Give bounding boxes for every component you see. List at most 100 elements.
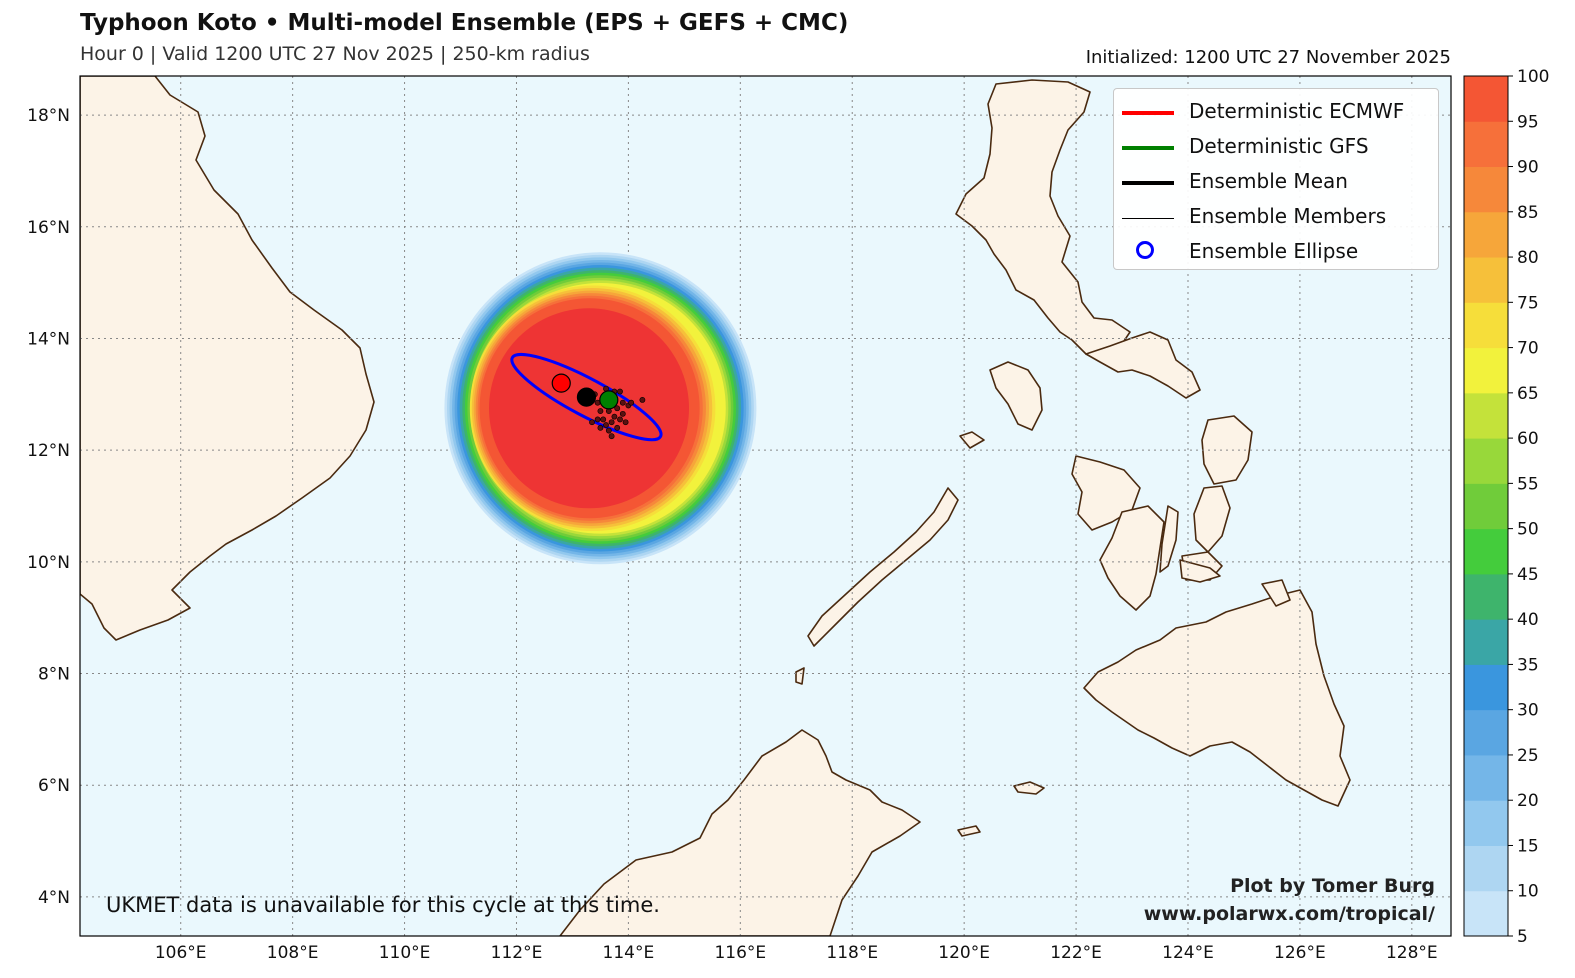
plot-frame xyxy=(79,75,1452,937)
colorbar-tick-label: 75 xyxy=(1517,293,1539,313)
land-mindoro xyxy=(989,361,1043,431)
colorbar-segment xyxy=(1464,709,1508,756)
legend-label: Deterministic ECMWF xyxy=(1189,99,1405,123)
colorbar-segment xyxy=(1464,619,1508,665)
chart-subtitle: Hour 0 | Valid 1200 UTC 27 Nov 2025 | 25… xyxy=(80,43,590,65)
colorbar-tick-label: 70 xyxy=(1517,339,1539,359)
credit-author: Plot by Tomer Burg xyxy=(1230,875,1435,897)
land-small-2 xyxy=(795,667,805,685)
colorbar-segment xyxy=(1464,302,1508,349)
colorbar-tick-label: 85 xyxy=(1517,203,1539,223)
ensemble-member-point xyxy=(611,413,618,420)
colorbar-tick-label: 95 xyxy=(1517,112,1539,132)
latitude-tick-labels: 4°N 6°N 8°N 10°N 12°N 14°N 16°N 18°N xyxy=(27,106,70,908)
lat-tick-label: 6°N xyxy=(38,776,70,796)
colorbar-tick-label: 5 xyxy=(1517,927,1528,947)
legend-item-ellipse: Ensemble Ellipse xyxy=(1114,235,1438,270)
legend: Deterministic ECMWF Deterministic GFS En… xyxy=(1113,88,1439,270)
colorbar-tick-label: 45 xyxy=(1517,565,1539,585)
ensemble-member-point xyxy=(628,399,635,406)
colorbar-segment xyxy=(1464,483,1508,530)
land-small-3 xyxy=(957,825,981,837)
ensemble-member-point xyxy=(622,419,629,426)
colorbar-segment xyxy=(1464,438,1508,484)
colorbar-segment xyxy=(1464,211,1508,258)
land-small-1 xyxy=(959,431,985,449)
land-sulu xyxy=(1013,781,1045,795)
ensemble-member-point xyxy=(617,416,623,423)
colorbar-tick-label: 65 xyxy=(1517,384,1539,404)
green-line-icon xyxy=(1122,146,1174,150)
lon-tick-label: 128°E xyxy=(1386,943,1438,963)
probability-colorbar xyxy=(1464,76,1508,937)
lon-tick-label: 106°E xyxy=(155,943,207,963)
colorbar-segment xyxy=(1464,347,1508,394)
lat-tick-label: 10°N xyxy=(27,553,70,573)
colorbar-segment xyxy=(1464,166,1508,213)
lon-tick-label: 114°E xyxy=(603,943,655,963)
lat-tick-label: 4°N xyxy=(38,888,70,908)
circle-icon xyxy=(1136,241,1154,259)
colorbar-tick-label: 35 xyxy=(1517,655,1539,675)
ensemble-member-point xyxy=(603,422,609,428)
lon-tick-label: 120°E xyxy=(938,943,990,963)
longitude-tick-labels: 106°E 108°E 110°E 112°E 114°E 116°E 118°E 120°E… xyxy=(155,943,1438,963)
colorbar-tick-label: 10 xyxy=(1517,882,1539,902)
land-mindanao xyxy=(1083,589,1351,807)
land-small-5 xyxy=(1261,579,1291,607)
colorbar-tick-label: 15 xyxy=(1517,836,1539,856)
black-line-icon xyxy=(1122,181,1174,185)
red-line-icon xyxy=(1122,111,1174,115)
colorbar-segment xyxy=(1464,800,1508,846)
legend-item-members: Ensemble Members xyxy=(1114,200,1438,235)
ensemble-members xyxy=(586,385,646,440)
colorbar-segment xyxy=(1464,890,1508,937)
ukmet-note: UKMET data is unavailable for this cycle… xyxy=(106,893,660,917)
ensemble-mean-marker xyxy=(576,387,597,407)
legend-label: Ensemble Mean xyxy=(1189,169,1348,193)
ensemble-member-point xyxy=(619,399,626,406)
colorbar-tick-labels: 5 10 15 20 25 30 35 40 45 50 55 60 65 70 75 80 85 90 95 100 xyxy=(1508,67,1549,947)
legend-label: Deterministic GFS xyxy=(1189,134,1369,158)
legend-item-gfs: Deterministic GFS xyxy=(1114,130,1438,165)
colorbar-segment xyxy=(1464,754,1508,801)
colorbar-tick-label: 20 xyxy=(1517,791,1539,811)
credit-url: www.polarwx.com/tropical/ xyxy=(1143,903,1435,925)
chart-title: Typhoon Koto • Multi-model Ensemble (EPS… xyxy=(80,10,849,36)
lon-tick-label: 110°E xyxy=(379,943,431,963)
ecmwf-marker xyxy=(551,373,571,393)
legend-item-ecmwf: Deterministic ECMWF xyxy=(1114,95,1438,130)
colorbar-frame xyxy=(1463,75,1509,937)
ensemble-member-point xyxy=(619,410,626,417)
ensemble-member-point xyxy=(594,416,601,423)
legend-label: Ensemble Members xyxy=(1189,204,1387,228)
colorbar-segment xyxy=(1464,845,1508,892)
land-leyte xyxy=(1193,485,1231,553)
colorbar-tick-label: 40 xyxy=(1517,610,1539,630)
colorbar-segment xyxy=(1464,664,1508,711)
ensemble-member-point xyxy=(608,433,615,440)
land-palawan xyxy=(807,487,959,647)
lon-tick-label: 118°E xyxy=(826,943,878,963)
colorbar-segment xyxy=(1464,392,1508,439)
land-small-4 xyxy=(1179,559,1221,583)
lat-tick-label: 18°N xyxy=(27,106,70,126)
ensemble-member-point xyxy=(589,419,595,426)
legend-item-mean: Ensemble Mean xyxy=(1114,165,1438,200)
ensemble-ellipse xyxy=(510,352,663,442)
colorbar-tick-label: 25 xyxy=(1517,746,1539,766)
colorbar-segment xyxy=(1464,257,1508,303)
colorbar-segment xyxy=(1464,528,1508,575)
colorbar-segment xyxy=(1464,76,1508,122)
land-bicol xyxy=(1085,331,1201,399)
colorbar-tick-label: 100 xyxy=(1517,67,1549,87)
grid-lines xyxy=(80,76,1451,936)
lon-tick-label: 126°E xyxy=(1274,943,1326,963)
land-indochina xyxy=(80,76,375,641)
lon-tick-label: 112°E xyxy=(491,943,543,963)
lat-tick-label: 12°N xyxy=(27,441,70,461)
land-negros xyxy=(1099,505,1165,611)
colorbar-tick-label: 55 xyxy=(1517,474,1539,494)
lat-tick-label: 14°N xyxy=(27,329,70,349)
ensemble-member-point xyxy=(614,405,621,412)
